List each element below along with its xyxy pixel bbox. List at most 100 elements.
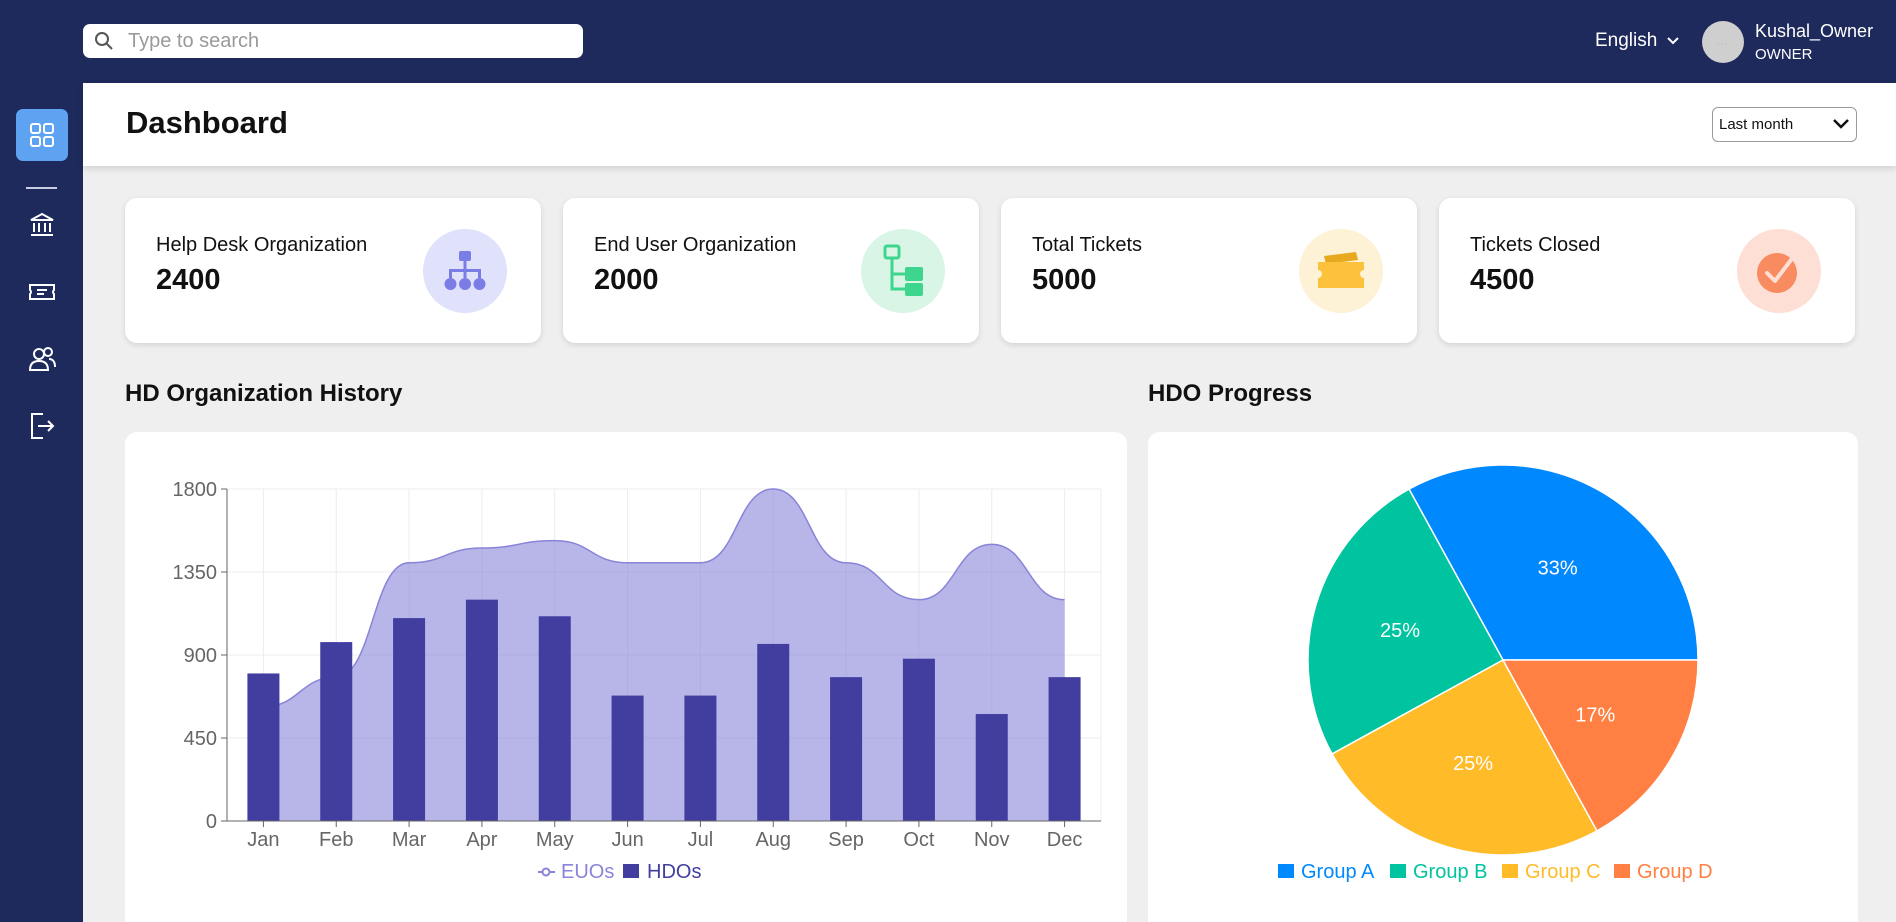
legend-marker-euos xyxy=(541,867,551,877)
ticket-icon xyxy=(29,284,55,300)
legend-label-euos: EUOs xyxy=(561,861,614,883)
logout-icon xyxy=(31,413,55,439)
x-tick-label: Apr xyxy=(466,829,497,851)
y-tick-label: 1350 xyxy=(173,562,218,584)
chevron-down-icon xyxy=(1667,37,1680,45)
bar-hdos xyxy=(757,643,790,821)
y-tick-label: 0 xyxy=(206,811,217,833)
search-icon xyxy=(95,32,113,50)
dashboard-grid-icon xyxy=(30,123,54,147)
stat-value: 5000 xyxy=(1032,264,1097,296)
x-tick-label: Dec xyxy=(1047,829,1083,851)
x-tick-label: Sep xyxy=(828,829,864,851)
pie-slice xyxy=(1331,658,1598,856)
institution-icon xyxy=(30,212,54,236)
legend-marker xyxy=(1390,864,1406,878)
search-box[interactable] xyxy=(83,24,583,58)
bar-hdos xyxy=(684,695,717,821)
ticket-icon xyxy=(1299,229,1383,313)
y-tick-label: 900 xyxy=(184,645,217,667)
sidebar-item-logout[interactable] xyxy=(16,400,68,452)
page-header: Dashboard Last month xyxy=(83,83,1896,166)
bar-hdos xyxy=(902,658,935,821)
stat-card-end-user: End User Organization 2000 xyxy=(563,198,979,343)
pie-slice xyxy=(1408,464,1699,661)
legend-label-hdos: HDOs xyxy=(647,861,701,883)
bar-hdos xyxy=(538,616,571,821)
bar-hdos xyxy=(465,599,498,821)
area-euos xyxy=(263,489,1065,821)
pie-slice-label: 25% xyxy=(1380,620,1420,642)
legend-label: Group B xyxy=(1413,861,1487,883)
legend-marker xyxy=(1614,864,1630,878)
language-label: English xyxy=(1595,30,1658,51)
history-chart: 0 450 900 1350 1800 Jan Feb Mar Apr May Jun Jul Aug S… xyxy=(173,479,1102,883)
search-input[interactable] xyxy=(128,29,568,53)
page-title: Dashboard xyxy=(126,105,288,140)
pie-slice-label: 33% xyxy=(1538,558,1578,580)
pie-slice xyxy=(1307,488,1505,755)
sidebar-item-organizations[interactable] xyxy=(16,199,68,251)
progress-title: HDO Progress xyxy=(1148,380,1313,407)
period-select[interactable]: Last month xyxy=(1712,107,1857,142)
period-label: Last month xyxy=(1719,116,1794,133)
x-tick-label: Jul xyxy=(688,829,714,851)
stat-label: Help Desk Organization xyxy=(156,234,368,256)
stat-value: 2000 xyxy=(594,264,659,296)
x-tick-label: Aug xyxy=(755,829,791,851)
stat-label: Total Tickets xyxy=(1032,234,1143,256)
top-bar: English ... Kushal_Owner OWNER xyxy=(0,0,1896,83)
language-select[interactable]: English xyxy=(1595,30,1680,52)
y-tick-label: 450 xyxy=(184,728,217,750)
tree-icon xyxy=(861,229,945,313)
stat-label: Tickets Closed xyxy=(1470,234,1601,256)
x-tick-label: Jun xyxy=(611,829,643,851)
avatar[interactable]: ... xyxy=(1702,21,1744,63)
stat-value: 4500 xyxy=(1470,264,1535,296)
sidebar-item-tickets[interactable] xyxy=(16,266,68,318)
line-euos xyxy=(263,488,1065,708)
progress-chart: 33% 25% 25% 17% Group A Group B Group C Group D xyxy=(1278,464,1713,883)
sidebar xyxy=(0,83,83,922)
bar-hdos xyxy=(611,695,644,821)
bar-hdos xyxy=(247,673,280,821)
legend-marker xyxy=(1502,864,1518,878)
x-tick-label: May xyxy=(536,829,574,851)
x-tick-label: Feb xyxy=(319,829,353,851)
sidebar-divider xyxy=(26,187,57,189)
x-tick-label: Nov xyxy=(974,829,1010,851)
pie-slice-label: 25% xyxy=(1453,753,1493,775)
stat-value: 2400 xyxy=(156,264,221,296)
bar-hdos xyxy=(393,618,426,821)
history-chart-panel: 0 450 900 1350 1800 Jan Feb Mar Apr May Jun Jul Aug S… xyxy=(125,432,1127,922)
history-title: HD Organization History xyxy=(125,380,403,407)
user-role: OWNER xyxy=(1755,46,1813,63)
bar-hdos xyxy=(975,714,1008,821)
x-tick-label: Jan xyxy=(247,829,279,851)
user-name: Kushal_Owner xyxy=(1755,21,1874,41)
legend-label: Group C xyxy=(1525,861,1601,883)
check-circle-icon xyxy=(1737,229,1821,313)
legend-marker-hdos xyxy=(623,864,639,878)
stat-label: End User Organization xyxy=(594,234,797,256)
users-icon xyxy=(28,347,56,371)
x-tick-label: Mar xyxy=(392,829,427,851)
stat-card-help-desk: Help Desk Organization 2400 xyxy=(125,198,541,343)
stat-card-total-tickets: Total Tickets 5000 xyxy=(1001,198,1417,343)
legend-marker xyxy=(1278,864,1294,878)
legend-label: Group A xyxy=(1301,861,1375,883)
sidebar-item-dashboard[interactable] xyxy=(16,109,68,161)
bar-hdos xyxy=(830,677,863,821)
sidebar-item-users[interactable] xyxy=(16,333,68,385)
legend-label: Group D xyxy=(1637,861,1713,883)
org-chart-icon xyxy=(423,229,507,313)
progress-chart-panel: 33% 25% 25% 17% Group A Group B Group C Group D xyxy=(1148,432,1858,922)
pie-slice xyxy=(1501,659,1699,832)
bar-hdos xyxy=(1048,677,1081,821)
pie-slice-label: 17% xyxy=(1575,705,1615,727)
stat-card-tickets-closed: Tickets Closed 4500 xyxy=(1439,198,1855,343)
y-tick-label: 1800 xyxy=(173,479,218,501)
x-tick-label: Oct xyxy=(903,829,935,851)
chevron-down-icon xyxy=(1833,119,1849,129)
bar-hdos xyxy=(320,642,353,821)
